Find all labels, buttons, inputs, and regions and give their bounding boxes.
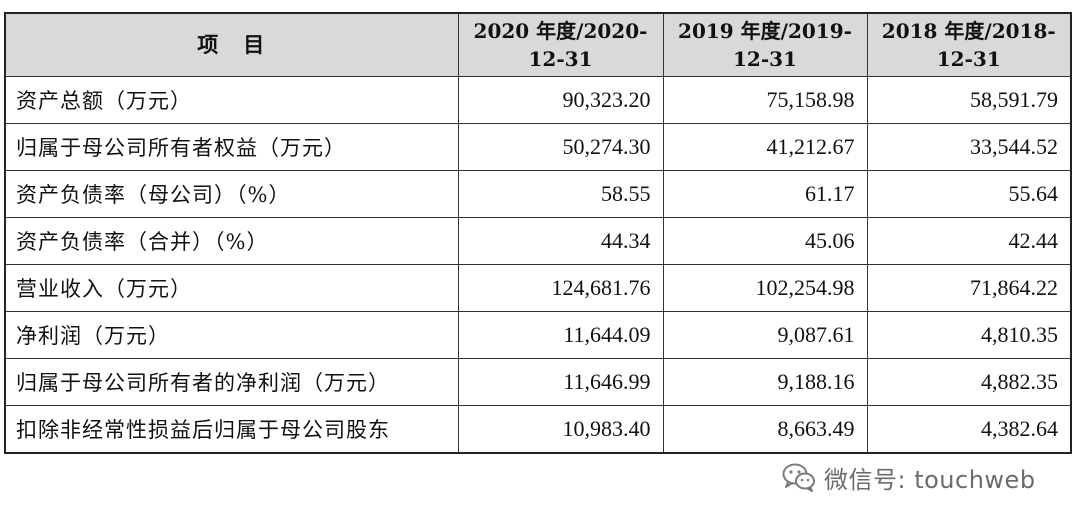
- cell-2020: 10,983.40: [457, 405, 664, 454]
- column-header-2018: 2018 年度/2018- 12-31: [866, 12, 1072, 77]
- cell-2018: 42.44: [866, 217, 1072, 265]
- cell-2018: 55.64: [866, 170, 1072, 218]
- table-row-parent-net-profit: 归属于母公司所有者的净利润（万元） 11,646.99 9,188.16 4,8…: [4, 358, 1072, 406]
- cell-2020: 11,646.99: [457, 358, 664, 406]
- cell-2019: 102,254.98: [662, 264, 868, 312]
- table-row-net-profit: 净利润（万元） 11,644.09 9,087.61 4,810.35: [4, 311, 1072, 359]
- financial-data-table: 项 目 2020 年度/2020- 12-31 2019 年度/2019- 12…: [4, 12, 1072, 454]
- cell-2020: 50,274.30: [457, 123, 664, 171]
- cell-2019: 9,188.16: [662, 358, 868, 406]
- column-header-2018-line1: 2018 年度/2018-: [881, 19, 1056, 43]
- wechat-icon: [782, 463, 815, 492]
- column-header-2018-line2: 12-31: [936, 47, 1001, 71]
- cell-2019: 45.06: [662, 217, 868, 265]
- cell-2018: 4,382.64: [866, 405, 1072, 454]
- table-row-parent-equity: 归属于母公司所有者权益（万元） 50,274.30 41,212.67 33,5…: [4, 123, 1072, 171]
- cell-2018: 71,864.22: [866, 264, 1072, 312]
- column-header-2020: 2020 年度/2020- 12-31: [457, 12, 664, 77]
- table-row-debt-ratio-parent: 资产负债率（母公司）（%） 58.55 61.17 55.64: [4, 170, 1072, 218]
- row-label: 营业收入（万元）: [4, 264, 459, 312]
- cell-2020: 44.34: [457, 217, 664, 265]
- row-label: 资产负债率（母公司）（%）: [4, 170, 459, 218]
- cell-2019: 9,087.61: [662, 311, 868, 359]
- cell-2020: 58.55: [457, 170, 664, 218]
- row-label: 净利润（万元）: [4, 311, 459, 359]
- column-header-2019-line2: 12-31: [733, 47, 797, 71]
- row-label: 归属于母公司所有者权益（万元）: [4, 123, 459, 171]
- column-header-2020-line1: 2020 年度/2020-: [473, 19, 648, 43]
- cell-2019: 8,663.49: [662, 405, 868, 454]
- column-header-2019-line1: 2019 年度/2019-: [678, 19, 852, 43]
- cell-2019: 75,158.98: [662, 76, 868, 124]
- wechat-watermark: 微信号: touchweb: [782, 459, 1036, 495]
- cell-2020: 90,323.20: [457, 76, 664, 124]
- table-row-total-assets: 资产总额（万元） 90,323.20 75,158.98 58,591.79: [4, 76, 1072, 124]
- cell-2020: 124,681.76: [457, 264, 664, 312]
- row-label: 归属于母公司所有者的净利润（万元）: [4, 358, 459, 406]
- column-header-item-label: 项 目: [197, 32, 267, 57]
- column-header-2020-line2: 12-31: [528, 47, 593, 71]
- cell-2018: 33,544.52: [866, 123, 1072, 171]
- watermark-text: 微信号: touchweb: [824, 465, 1036, 494]
- cell-2019: 61.17: [662, 170, 868, 218]
- cell-2019: 41,212.67: [662, 123, 868, 171]
- column-header-item: 项 目: [4, 12, 459, 77]
- table-header-row: 项 目 2020 年度/2020- 12-31 2019 年度/2019- 12…: [4, 12, 1072, 77]
- cell-2018: 4,882.35: [866, 358, 1072, 406]
- table-row-debt-ratio-consolidated: 资产负债率（合并）（%） 44.34 45.06 42.44: [4, 217, 1072, 265]
- cell-2018: 58,591.79: [866, 76, 1072, 124]
- row-label: 扣除非经常性损益后归属于母公司股东: [4, 405, 459, 454]
- cell-2018: 4,810.35: [866, 311, 1072, 359]
- cell-2020: 11,644.09: [457, 311, 664, 359]
- row-label: 资产总额（万元）: [4, 76, 459, 124]
- column-header-2019: 2019 年度/2019- 12-31: [662, 12, 868, 77]
- row-label: 资产负债率（合并）（%）: [4, 217, 459, 265]
- table-row-adjusted-net-profit: 扣除非经常性损益后归属于母公司股东 10,983.40 8,663.49 4,3…: [4, 405, 1072, 454]
- table-row-revenue: 营业收入（万元） 124,681.76 102,254.98 71,864.22: [4, 264, 1072, 312]
